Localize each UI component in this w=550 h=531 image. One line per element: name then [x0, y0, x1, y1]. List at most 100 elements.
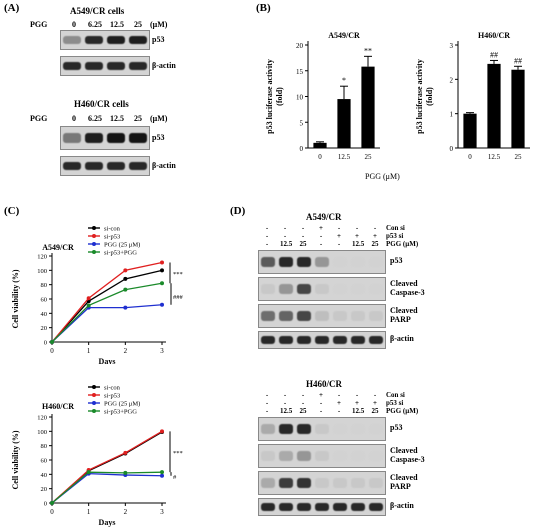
blot-band [63, 36, 81, 44]
y-tick-label: 40 [41, 311, 48, 318]
treatment-cell: + [373, 232, 377, 240]
band-label: PARP [390, 482, 411, 491]
band-label: p53 [390, 423, 403, 432]
treatment-cell: 25 [371, 407, 379, 415]
panel-d-h460-blot [258, 444, 386, 468]
y-tick-label: 2 [450, 76, 454, 84]
data-point [160, 429, 164, 434]
blot-band [296, 257, 312, 267]
blot-band [260, 284, 276, 294]
blot-band [332, 311, 348, 321]
treatment-cell: 25 [299, 407, 307, 415]
y-tick-label: 100 [37, 268, 47, 275]
treatment-cell: - [319, 232, 323, 240]
blot-band [350, 284, 366, 294]
y-axis-label: p53 luciferase activity [265, 59, 274, 134]
x-tick-label: 2 [124, 347, 128, 355]
blot-band [314, 284, 330, 294]
legend-marker [92, 393, 96, 397]
blot-band [260, 503, 276, 511]
data-point [160, 470, 164, 475]
series-line [51, 261, 163, 343]
blot-band [63, 62, 81, 70]
blot-band [368, 451, 384, 461]
blot-band [107, 133, 125, 143]
panel-d-a549-blot [258, 304, 386, 328]
y-tick-label: 0 [44, 501, 47, 508]
series-line [51, 304, 163, 343]
x-tick-label: 2 [124, 508, 128, 516]
blot-band [314, 503, 330, 511]
treatment-cell: - [319, 407, 323, 415]
treatment-cell: 12.5 [280, 240, 293, 248]
treatment-cell: + [337, 232, 341, 240]
legend-label: si-p53 [104, 234, 120, 241]
band-label: β-actin [152, 161, 176, 170]
dose-label: 6.25 [88, 20, 102, 29]
significance-label: ** [364, 46, 372, 55]
bar [487, 63, 501, 149]
x-tick-label: 3 [160, 508, 164, 516]
treatment-cell: - [337, 391, 341, 399]
band-label: β-actin [390, 501, 414, 510]
bar [337, 99, 351, 148]
y-axis-label: (fold) [425, 87, 434, 106]
panel-d-h460-blot [258, 417, 386, 441]
dose-label: 25 [134, 114, 142, 123]
band-label: p53 [152, 35, 165, 44]
band-label: Cleaved [390, 446, 418, 455]
series-line [51, 471, 163, 504]
significance-label: # [173, 474, 177, 481]
treatment-cell: - [355, 224, 359, 232]
blot-band [332, 451, 348, 461]
panel-a-top-title: A549/CR cells [70, 6, 125, 16]
data-point [86, 296, 91, 301]
dose-label: 0 [72, 20, 76, 29]
x-tick-label: 25 [365, 153, 373, 161]
x-tick-label: 25 [515, 153, 523, 161]
legend-marker [92, 242, 96, 246]
blot-band [129, 36, 147, 44]
dose-label: 25 [134, 20, 142, 29]
band-label: Caspase-3 [390, 288, 425, 297]
band-label: p53 [152, 133, 165, 142]
blot-band [368, 284, 384, 294]
panel-d-h460-blot [258, 498, 386, 516]
legend-label: si-p53+PGG [104, 409, 137, 416]
blot-band [107, 36, 125, 44]
blot-h460-actin [60, 156, 150, 176]
blot-band [314, 451, 330, 461]
legend-marker [92, 250, 96, 254]
blot-band [278, 478, 294, 488]
treatment-cell: - [283, 391, 287, 399]
y-axis-label: p53 luciferase activity [415, 59, 424, 134]
blot-h460-p53 [60, 126, 150, 150]
band-label: p53 [390, 256, 403, 265]
panel-d-a549-blot [258, 331, 386, 349]
y-axis-label: (fold) [275, 87, 284, 106]
treatment-row-label: p53 si [386, 399, 404, 407]
blot-band [129, 133, 147, 143]
series-line [51, 269, 163, 343]
treatment-cell: - [265, 240, 269, 248]
y-tick-label: 10 [296, 94, 304, 102]
significance-label: *** [173, 271, 183, 278]
blot-band [260, 257, 276, 267]
data-point [160, 473, 164, 478]
blot-band [314, 336, 330, 344]
blot-band [368, 311, 384, 321]
blot-band [350, 503, 366, 511]
y-tick-label: 60 [41, 458, 48, 465]
y-tick-label: 120 [37, 254, 47, 261]
data-point [50, 340, 54, 344]
blot-band [368, 503, 384, 511]
blot-band [368, 257, 384, 267]
data-point [123, 305, 128, 310]
blot-band [296, 311, 312, 321]
y-tick-label: 5 [300, 119, 304, 127]
blot-band [278, 503, 294, 511]
band-label: Caspase-3 [390, 455, 425, 464]
x-tick-label: 12.5 [338, 153, 351, 161]
treatment-cell: + [355, 399, 359, 407]
